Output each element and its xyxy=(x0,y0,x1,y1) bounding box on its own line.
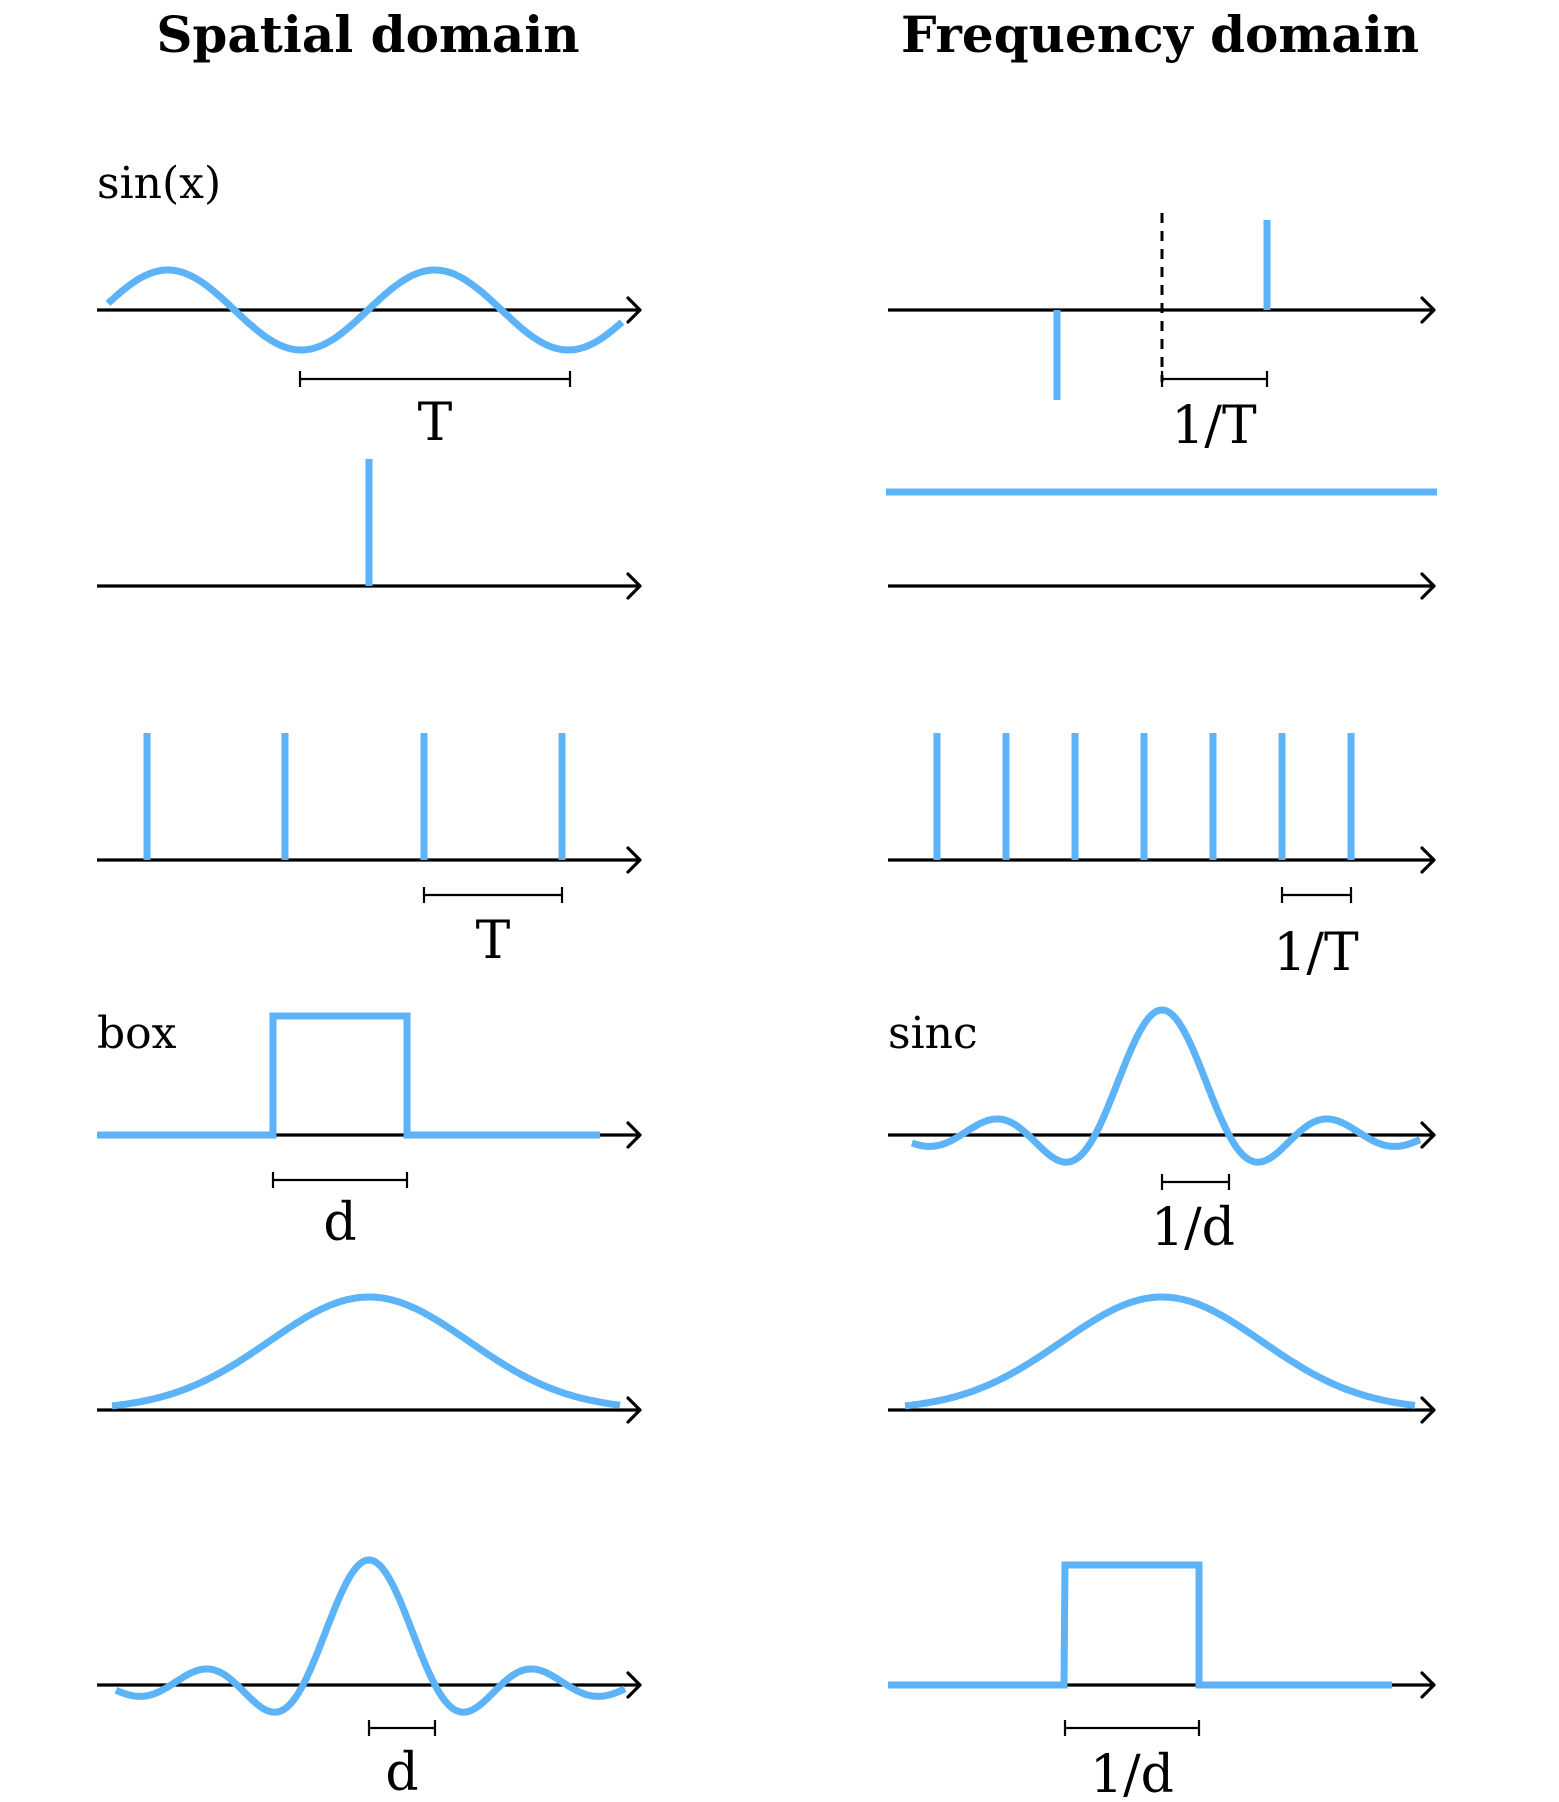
sin-label: sin(x) xyxy=(97,158,221,209)
box-frequency-label: 1/d xyxy=(1090,1745,1174,1802)
frequency-domain-heading: Frequency domain xyxy=(901,5,1419,64)
frequency-axis-2 xyxy=(888,572,1436,600)
train-period-label: T xyxy=(476,911,511,971)
frequency-axis-5 xyxy=(888,1396,1436,1424)
sinc-width-label: 1/d xyxy=(1151,1198,1235,1258)
box-frequency-dimension-bar xyxy=(1063,1720,1201,1736)
train-period-dimension-bar xyxy=(422,887,564,903)
box-frequency xyxy=(888,1561,1392,1689)
train-frequency-dimension-bar xyxy=(1280,887,1353,903)
frequency-label: 1/T xyxy=(1171,396,1257,456)
spatial-axis-6 xyxy=(97,1671,642,1699)
sinc-spatial-dimension-bar xyxy=(367,1720,437,1736)
period-label: T xyxy=(418,393,453,453)
period-dimension-bar xyxy=(298,371,572,387)
box-width-label: d xyxy=(323,1193,356,1253)
gaussian-spatial xyxy=(111,1293,621,1410)
frequency-impulse-train xyxy=(933,733,1355,860)
gaussian-frequency xyxy=(904,1293,1416,1410)
spatial-domain-heading: Spatial domain xyxy=(156,5,579,64)
box-width-dimension-bar xyxy=(271,1172,409,1188)
frequency-axis-4 xyxy=(888,1121,1436,1149)
train-frequency-label: 1/T xyxy=(1273,923,1359,983)
sinc-spatial xyxy=(114,1556,627,1716)
box-function xyxy=(97,1012,600,1139)
sine-wave xyxy=(105,266,625,354)
spatial-impulse-train xyxy=(143,733,566,860)
sinc-width-dimension-bar xyxy=(1160,1174,1231,1190)
frequency-axis-3 xyxy=(888,846,1436,874)
spatial-axis-5 xyxy=(97,1396,642,1424)
sinc-spatial-label: d xyxy=(385,1743,418,1802)
sinc-function xyxy=(910,1006,1422,1166)
box-label: box xyxy=(97,1008,177,1059)
spatial-axis-3 xyxy=(97,846,642,874)
frequency-dimension-bar xyxy=(1160,371,1269,387)
sinc-label: sinc xyxy=(888,1008,978,1059)
